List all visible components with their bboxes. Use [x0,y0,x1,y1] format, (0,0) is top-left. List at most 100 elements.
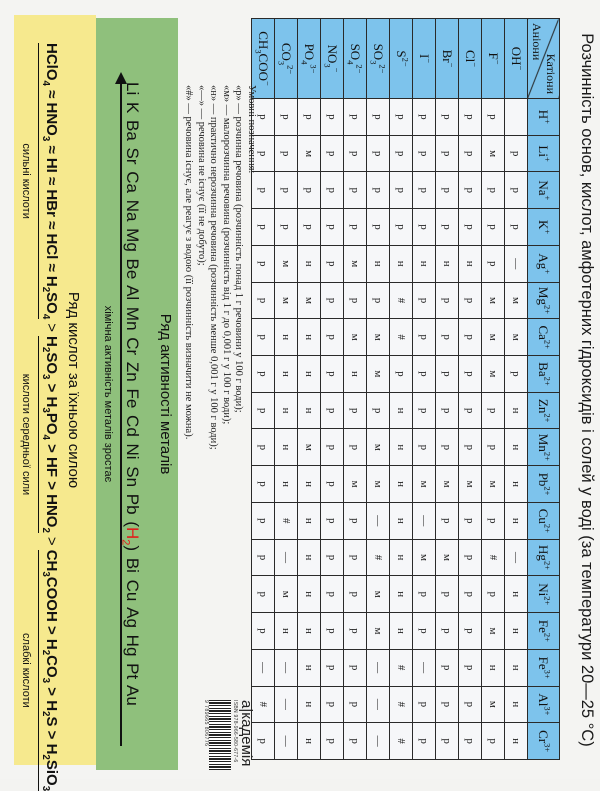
acid-formula: HClO4 ≈ HNO3 ≈ HI ≈ HBr ≈ HCl ≈ H2SO4 [40,43,60,320]
solubility-cell: м [366,428,390,466]
solubility-cell: н [389,539,413,576]
solubility-cell: # [389,722,413,760]
solubility-cell: р [320,208,344,246]
solubility-cell: н [297,722,321,760]
solubility-cell: — [412,649,436,686]
solubility-cell: р [458,612,482,650]
solubility-cell: р [274,98,298,136]
solubility-cell: р [251,465,275,503]
solubility-cell: — [274,722,298,760]
solubility-cell: н [297,686,321,723]
solubility-cell: м [297,282,321,319]
solubility-cell: р [458,355,482,393]
anions-label: Аніони [530,23,544,61]
metal-series-title: Ряд активності металів [157,313,174,475]
solubility-cell: — [274,539,298,576]
solubility-cell: м [504,282,528,319]
solubility-cell: р [366,208,390,246]
solubility-cell: р [320,135,344,172]
solubility-cell: р [274,208,298,246]
solubility-cell: н [389,575,413,613]
anion-header: S2− [389,18,413,99]
solubility-cell: н [297,245,321,283]
solubility-cell: н [389,392,413,429]
solubility-cell: р [458,392,482,429]
table-row: SO42− р р р р м р м н р р м р р р р р р р [343,18,367,760]
solubility-cell: р [320,612,344,650]
cation-header: Mn2+ [527,428,560,466]
solubility-cell: м [343,465,367,503]
acid-group-label: кислоти середньої сили [20,373,32,496]
barcode-icon [209,700,231,770]
solubility-cell: р [458,686,482,723]
solubility-cell: м [274,282,298,319]
cation-header: Mg2+ [527,282,560,319]
solubility-cell: р [481,245,505,283]
cation-header: Cr3+ [527,722,560,760]
solubility-cell: р [458,135,482,172]
solubility-cell: р [435,649,459,686]
solubility-cell: р [320,171,344,209]
legend: Умовні позначення: «р» — розчинна речови… [181,85,257,450]
cation-header: Na+ [527,171,560,209]
solubility-cell: р [343,208,367,246]
solubility-cell: р [320,502,344,540]
solubility-cell: н [504,612,528,650]
solubility-cell: м [297,135,321,172]
solubility-cell: # [274,502,298,540]
table-row: CO32− р р р р м м н н н н н # — м н — — — [274,18,298,760]
solubility-cell: р [481,575,505,613]
acid-strength-series: Ряд кислот за їхньою силою HClO4 ≈ HNO3 … [14,15,96,791]
cation-header: Pb2+ [527,465,560,503]
solubility-cell: р [389,135,413,172]
anion-header: Br− [435,18,459,99]
solubility-cell: н [504,465,528,503]
cation-header: Ca2+ [527,318,560,356]
solubility-cell: м [481,282,505,319]
solubility-cell: н [389,465,413,503]
acid-separator: > [43,323,60,333]
solubility-cell: р [435,135,459,172]
solubility-cell: р [481,428,505,466]
solubility-cell: м [504,318,528,356]
solubility-cell: — [504,245,528,283]
solubility-cell: р [297,208,321,246]
solubility-cell: — [251,649,275,686]
solubility-cell: р [435,502,459,540]
solubility-cell: р [320,649,344,686]
anion-header: SO42− [343,18,367,99]
solubility-cell: н [274,612,298,650]
solubility-cell: # [389,686,413,723]
solubility-cell: р [435,612,459,650]
solubility-cell: р [504,135,528,172]
solubility-cell: р [504,355,528,393]
solubility-cell: р [297,171,321,209]
solubility-cell: н [389,245,413,283]
solubility-cell: р [481,392,505,429]
solubility-cell: р [389,355,413,393]
solubility-cell: м [458,465,482,503]
solubility-cell: м [343,318,367,356]
solubility-cell: р [412,208,436,246]
table-row: I− р р р р н р р р р р м — м р р — р р [412,18,436,760]
acid-formula: H2SO3 > H3PO4 > HF > HNO2 [40,336,60,533]
group-underline [38,336,40,533]
solubility-cell: р [412,392,436,429]
cation-header: Fe2+ [527,612,560,650]
solubility-cell: р [458,208,482,246]
solubility-cell: р [458,282,482,319]
solubility-cell: н [504,686,528,723]
solubility-cell: р [458,502,482,540]
solubility-cell: р [435,282,459,319]
solubility-cell: р [343,502,367,540]
cation-header: Hg2+ [527,539,560,576]
solubility-cell: р [320,539,344,576]
solubility-cell: н [389,428,413,466]
solubility-cell: р [320,575,344,613]
solubility-cell: р [481,502,505,540]
solubility-cell: р [389,171,413,209]
acid-group: H2SO3 > H3PO4 > HF > HNO2 кислоти середнь… [20,336,60,533]
legend-item: «#» — речовина існує, але реагує з водою… [183,85,195,440]
solubility-cell: н [297,392,321,429]
solubility-cell: р [435,208,459,246]
